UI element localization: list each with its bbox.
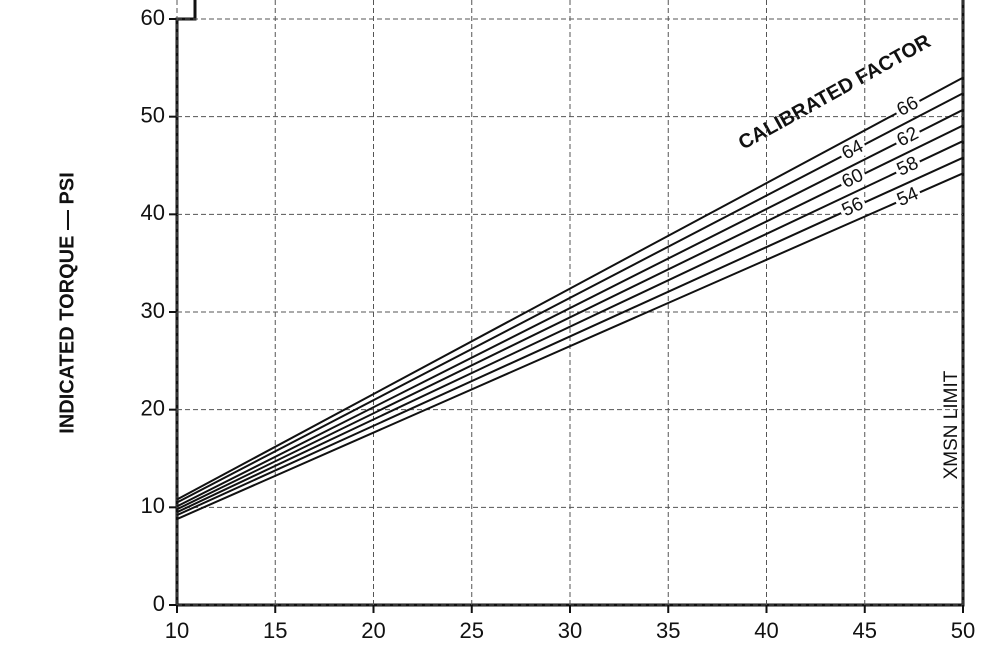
series-label-bg xyxy=(836,135,870,166)
y-tick-label: 30 xyxy=(141,298,165,323)
y-tick-label: 60 xyxy=(141,5,165,30)
x-tick-label: 50 xyxy=(951,618,975,643)
series-line xyxy=(176,108,964,508)
y-tick-label: 20 xyxy=(141,395,165,420)
x-tick-label: 30 xyxy=(558,618,582,643)
x-tick-label: 40 xyxy=(754,618,778,643)
series-label-bg xyxy=(836,193,869,223)
series-line xyxy=(176,92,964,504)
y-tick-label: 50 xyxy=(141,102,165,127)
series-line xyxy=(176,76,964,501)
y-axis-label: INDICATED TORQUE — PSI xyxy=(56,172,78,434)
x-tick-label: 45 xyxy=(853,618,877,643)
y-tick-label: 40 xyxy=(141,200,165,225)
x-tick-label: 10 xyxy=(165,618,189,643)
series-line xyxy=(176,156,964,517)
series-label-bg xyxy=(891,92,925,123)
series-label-bg xyxy=(836,164,870,194)
x-tick-label: 35 xyxy=(656,618,680,643)
series-label-bg xyxy=(892,183,924,212)
series-line xyxy=(176,140,964,514)
x-tick-label: 20 xyxy=(361,618,385,643)
y-tick-label: 10 xyxy=(141,493,165,518)
x-tick-label: 25 xyxy=(460,618,484,643)
series-line xyxy=(176,172,964,520)
series-label-bg xyxy=(891,122,925,153)
y-tick-label: 0 xyxy=(153,591,165,616)
series-line xyxy=(176,124,964,511)
series-label-bg xyxy=(891,152,925,182)
annotation: XMSN LIMIT xyxy=(941,370,962,479)
x-tick-label: 15 xyxy=(263,618,287,643)
